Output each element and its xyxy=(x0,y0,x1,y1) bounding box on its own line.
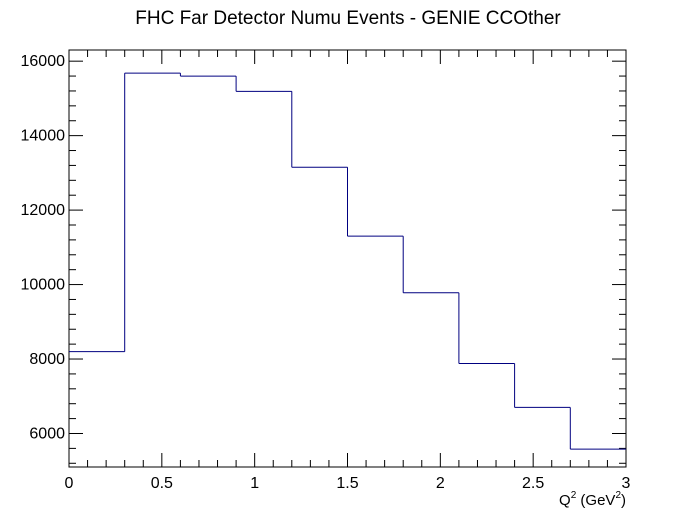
y-tick-label: 12000 xyxy=(21,202,66,219)
plot-frame-rect xyxy=(68,49,627,468)
plot-frame xyxy=(68,49,627,468)
x-axis-label-sup1: 2 xyxy=(571,490,577,501)
tick-labels: 0 0.5 1 1.5 2 2.5 3 6000 8000 10000 12000 14000 1600… xyxy=(21,53,631,492)
axis-ticks xyxy=(68,50,627,467)
x-axis-label: Q2 (GeV2) xyxy=(559,490,626,509)
x-axis-label-end: ) xyxy=(621,492,626,509)
x-tick-label: 0 xyxy=(65,475,74,492)
y-tick-label: 8000 xyxy=(29,351,65,368)
x-axis-label-base: Q xyxy=(559,492,571,509)
x-axis-label-mid: (GeV xyxy=(576,492,615,509)
y-tick-label: 6000 xyxy=(29,425,65,442)
x-axis-label-sup2: 2 xyxy=(615,490,621,501)
x-tick-label: 1.5 xyxy=(336,475,358,492)
x-tick-label: 2 xyxy=(436,475,445,492)
x-tick-label: 0.5 xyxy=(151,475,173,492)
x-tick-label: 2.5 xyxy=(522,475,544,492)
y-tick-label: 10000 xyxy=(21,277,66,294)
y-tick-label: 16000 xyxy=(21,53,66,70)
histogram-bins xyxy=(69,72,626,450)
y-tick-label: 14000 xyxy=(21,128,66,145)
x-tick-label: 1 xyxy=(250,475,259,492)
x-tick-label: 3 xyxy=(622,475,631,492)
chart-title: FHC Far Detector Numu Events - GENIE CCO… xyxy=(135,8,561,29)
